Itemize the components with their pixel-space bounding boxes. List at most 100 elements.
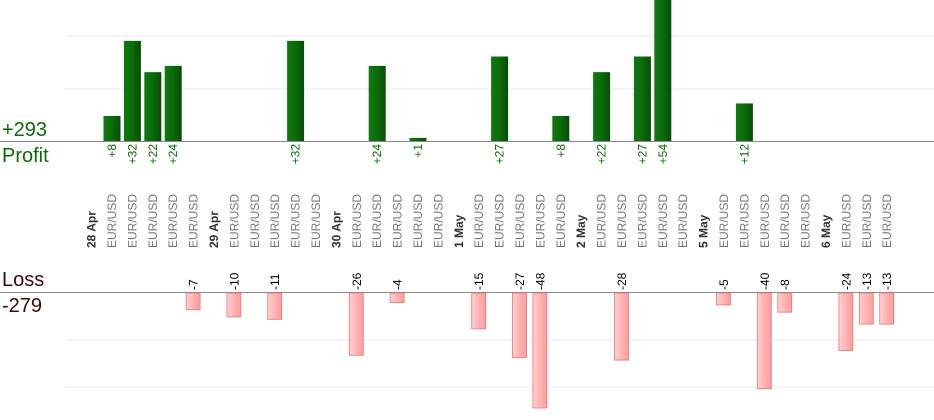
loss-bar [614,292,629,361]
date-label: 5 May [697,214,711,248]
trade-symbol-label: EUR/USD [799,194,813,248]
date-label: 28 Apr [85,211,99,248]
trade-symbol-label: EUR/USD [411,194,425,248]
profit-value-label: +32 [125,144,139,165]
loss-value-label: -27 [513,272,527,290]
profit-value-label: +22 [595,144,609,165]
loss-value-label: -28 [615,272,629,290]
trade-symbol-label: EUR/USD [493,194,507,248]
loss-total: -279 [2,295,43,317]
loss-bar [389,292,405,303]
profit-value-label: +27 [635,144,649,165]
loss-value-label: -8 [778,279,792,290]
trade-symbol-label: EUR/USD [370,194,384,248]
trade-symbol-label: EUR/USD [227,194,241,248]
trade-symbol-label: EUR/USD [595,194,609,248]
trade-symbol-label: EUR/USD [350,194,364,248]
loss-bar [879,292,895,325]
date-label: 29 Apr [207,211,221,248]
date-label: 6 May [819,214,833,248]
trade-symbol-label: EUR/USD [146,194,160,248]
loss-bar [532,292,548,409]
trade-symbol-label: EUR/USD [166,194,180,248]
loss-value-label: -15 [472,272,486,290]
profit-value-label: +24 [166,144,180,165]
profit-bar [552,115,570,141]
profit-bar [735,103,753,141]
trade-symbol-label: EUR/USD [554,194,568,248]
trade-symbol-label: EUR/USD [676,194,690,248]
loss-value-label: -11 [268,273,282,290]
loss-value-label: -26 [350,272,364,290]
loss-bar [716,292,731,306]
trade-symbol-label: EUR/USD [737,194,751,248]
profit-bar [123,40,141,141]
trade-symbol-label: EUR/USD [248,194,262,248]
trade-symbol-label: EUR/USD [717,194,731,248]
trade-symbol-label: EUR/USD [391,194,405,248]
loss-bar [512,292,527,359]
loss-bar [858,292,874,325]
profit-value-label: +12 [737,144,751,165]
loss-bar [756,292,772,390]
trade-symbol-label: EUR/USD [125,194,139,248]
trade-symbol-label: EUR/USD [513,194,527,248]
trade-symbol-label: EUR/USD [778,194,792,248]
profit-bar [144,72,162,141]
profit-value-label: +8 [105,144,119,158]
profit-total: +293 [2,119,48,141]
profit-label: Profit [2,145,49,167]
trade-symbol-label: EUR/USD [635,194,649,248]
profit-bar [491,56,509,141]
loss-value-label: -5 [717,279,731,290]
loss-value-label: -48 [533,272,547,290]
trade-symbol-label: EUR/USD [860,194,874,248]
loss-bar [348,292,364,356]
profit-value-label: +22 [146,144,160,165]
trade-symbol-label: EUR/USD [105,194,119,248]
loss-value-label: -40 [758,272,772,290]
trade-symbol-label: EUR/USD [656,194,670,248]
loss-bar [267,292,283,320]
trade-symbol-label: EUR/USD [533,194,547,248]
loss-value-label: -24 [839,272,853,290]
profit-bar [409,137,427,141]
profit-value-label: +27 [493,144,507,165]
profit-value-label: +1 [411,144,425,158]
profit-value-label: +8 [554,144,568,158]
trade-symbol-label: EUR/USD [758,194,772,248]
date-label: 30 Apr [329,211,343,248]
loss-bar [838,292,854,351]
trade-symbol-label: EUR/USD [268,194,282,248]
loss-value-label: -13 [880,272,894,290]
profit-bar [633,56,651,141]
profit-bar [164,65,182,141]
trade-symbol-label: EUR/USD [289,194,303,248]
date-label: 1 May [452,214,466,248]
date-label: 2 May [574,214,588,248]
profit-bar [654,0,672,141]
loss-bar [185,292,201,311]
trade-symbol-label: EUR/USD [839,194,853,248]
trade-symbol-label: EUR/USD [431,194,445,248]
loss-value-label: -7 [187,279,201,290]
profit-bar [593,72,611,141]
loss-value-label: -10 [227,272,241,290]
profit-value-label: +32 [289,144,303,165]
trade-symbol-label: EUR/USD [187,194,201,248]
loss-bar [471,292,487,330]
trade-symbol-label: EUR/USD [309,194,323,248]
loss-bar [226,292,242,318]
profit-value-label: +54 [656,144,670,165]
profit-bar [103,115,121,141]
loss-value-label: -4 [391,279,405,290]
profit-bar [368,65,386,141]
loss-bar [777,292,793,313]
trade-symbol-label: EUR/USD [615,194,629,248]
loss-label: Loss [2,269,45,291]
trade-symbol-label: EUR/USD [472,194,486,248]
loss-value-label: -13 [860,272,874,290]
profit-value-label: +24 [370,144,384,165]
trade-symbol-label: EUR/USD [880,194,894,248]
